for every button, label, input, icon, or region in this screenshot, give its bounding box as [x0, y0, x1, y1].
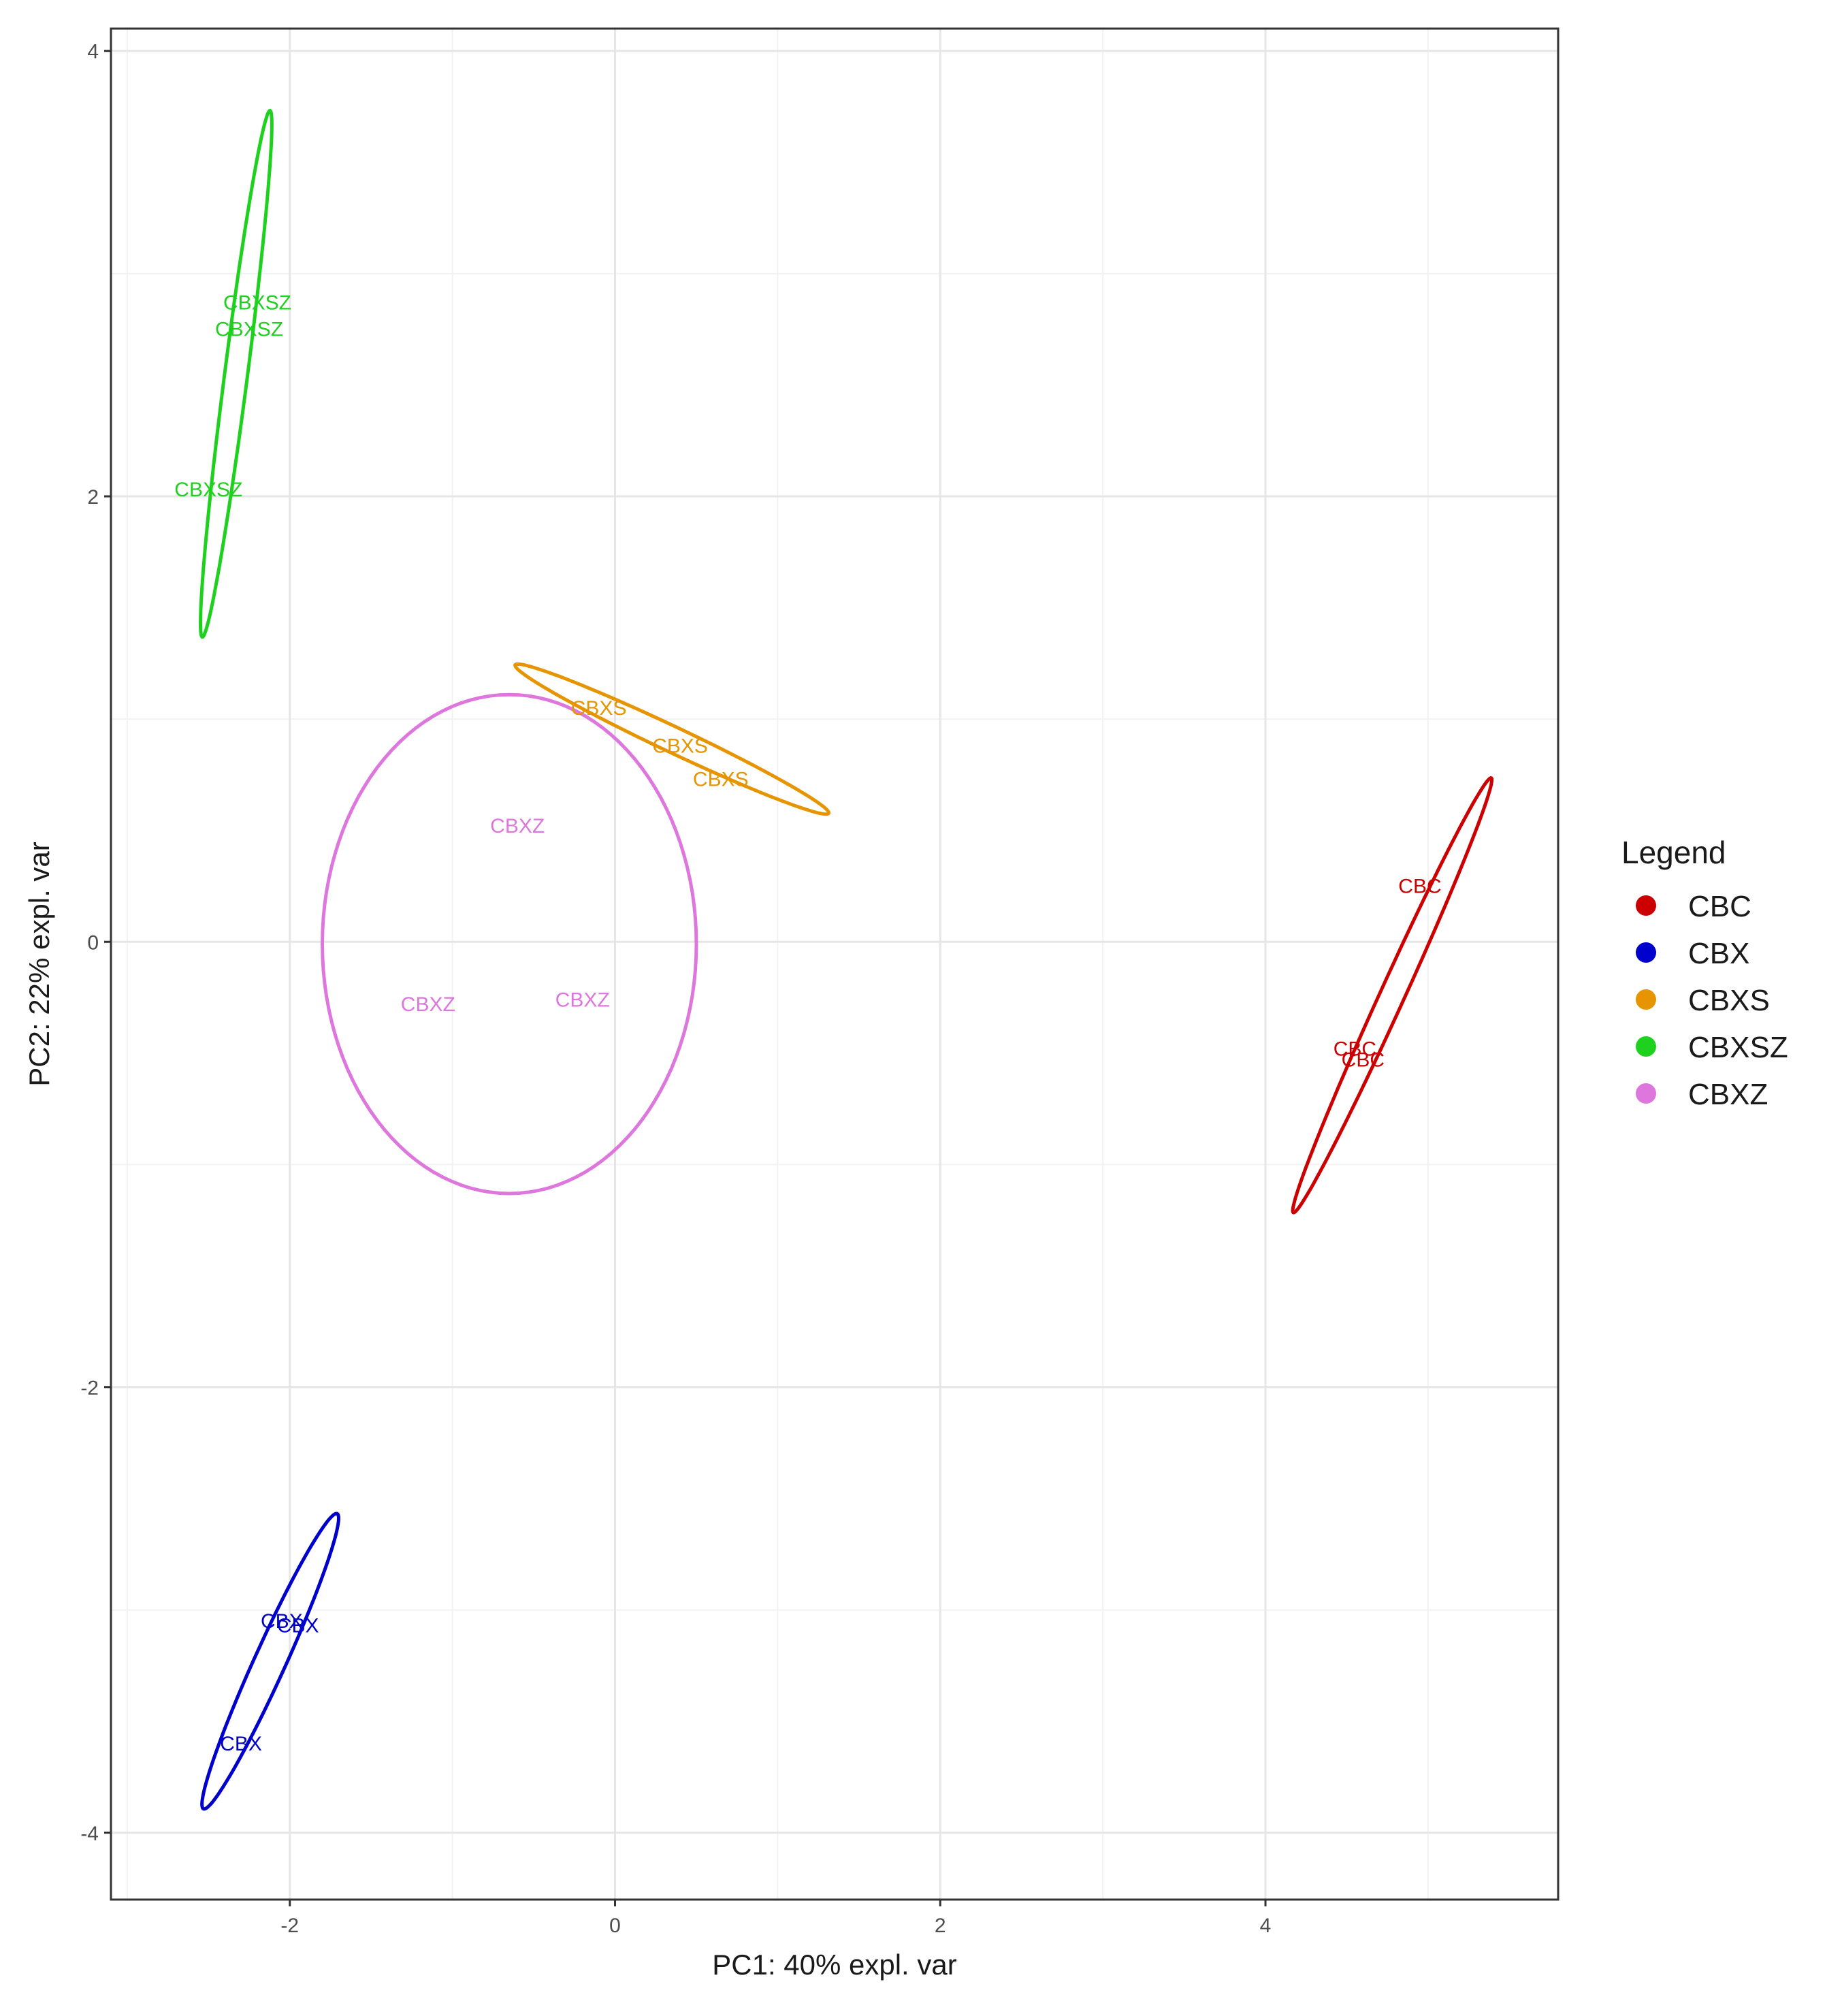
point-cbxsz: CBXSZ	[223, 291, 291, 314]
point-cbx: CBX	[277, 1615, 319, 1637]
y-tick-label: 4	[87, 41, 99, 63]
point-cbxs: CBXS	[652, 735, 708, 757]
y-tick-label: 2	[87, 486, 99, 509]
ellipse-cbxs	[513, 662, 831, 816]
ellipse-cbxsz	[198, 108, 274, 639]
x-axis-ticks: -2 0 2 4	[280, 1900, 1271, 1937]
point-cbxsz: CBXSZ	[215, 319, 283, 341]
ellipse-cbc	[1291, 775, 1494, 1215]
legend-label-cbx: CBX	[1688, 937, 1749, 970]
legend-label-cbxsz: CBXSZ	[1688, 1031, 1788, 1064]
y-tick-label: -4	[80, 1823, 99, 1845]
point-labels: CBCCBCCBCCBXCBXCBXCBXSCBXSCBXSCBXSZCBXSZ…	[174, 291, 1441, 1755]
point-cbxz: CBXZ	[401, 993, 455, 1016]
point-cbc: CBC	[1334, 1038, 1376, 1060]
legend-label-cbxz: CBXZ	[1688, 1078, 1768, 1111]
x-tick-label: -2	[280, 1915, 299, 1937]
grid-lines	[111, 29, 1558, 1900]
y-axis-title: PC2: 22% expl. var	[23, 842, 55, 1087]
legend-key-cbxz	[1636, 1083, 1656, 1104]
panel-border	[110, 27, 1560, 1901]
x-tick-label: 4	[1260, 1915, 1272, 1937]
x-axis-title: PC1: 40% expl. var	[712, 1949, 957, 1981]
point-cbxz: CBXZ	[555, 989, 610, 1011]
legend-key-cbxs	[1636, 989, 1656, 1010]
point-cbx: CBX	[220, 1733, 262, 1755]
legend-label-cbc: CBC	[1688, 890, 1751, 923]
confidence-ellipses	[198, 108, 1494, 1811]
legend-label-cbxs: CBXS	[1688, 984, 1770, 1017]
point-cbc: CBC	[1342, 1049, 1385, 1072]
x-tick-label: 0	[609, 1915, 621, 1937]
y-axis-ticks: -4 -2 0 2 4	[80, 41, 111, 1845]
legend-key-cbxsz	[1636, 1036, 1656, 1057]
y-tick-label: 0	[87, 931, 99, 954]
point-cbxsz: CBXSZ	[174, 479, 242, 501]
y-tick-label: -2	[80, 1377, 99, 1400]
point-cbx: CBX	[261, 1610, 303, 1633]
ellipse-cbx	[200, 1511, 340, 1811]
point-cbxz: CBXZ	[490, 815, 545, 837]
x-tick-label: 2	[935, 1915, 946, 1937]
ellipse-cbxz	[320, 692, 698, 1196]
point-cbc: CBC	[1398, 876, 1441, 898]
plot-panel	[111, 29, 1558, 1900]
point-cbxs: CBXS	[693, 768, 749, 790]
legend-key-cbx	[1636, 942, 1656, 963]
point-cbxs: CBXS	[571, 697, 627, 720]
legend: Legend CBC CBX CBXS CBXSZ CBXZ	[1621, 835, 1788, 1111]
legend-key-cbc	[1636, 895, 1656, 916]
legend-title: Legend	[1621, 835, 1726, 870]
